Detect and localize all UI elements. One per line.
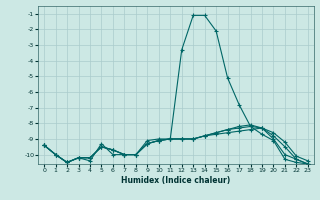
X-axis label: Humidex (Indice chaleur): Humidex (Indice chaleur) — [121, 176, 231, 185]
